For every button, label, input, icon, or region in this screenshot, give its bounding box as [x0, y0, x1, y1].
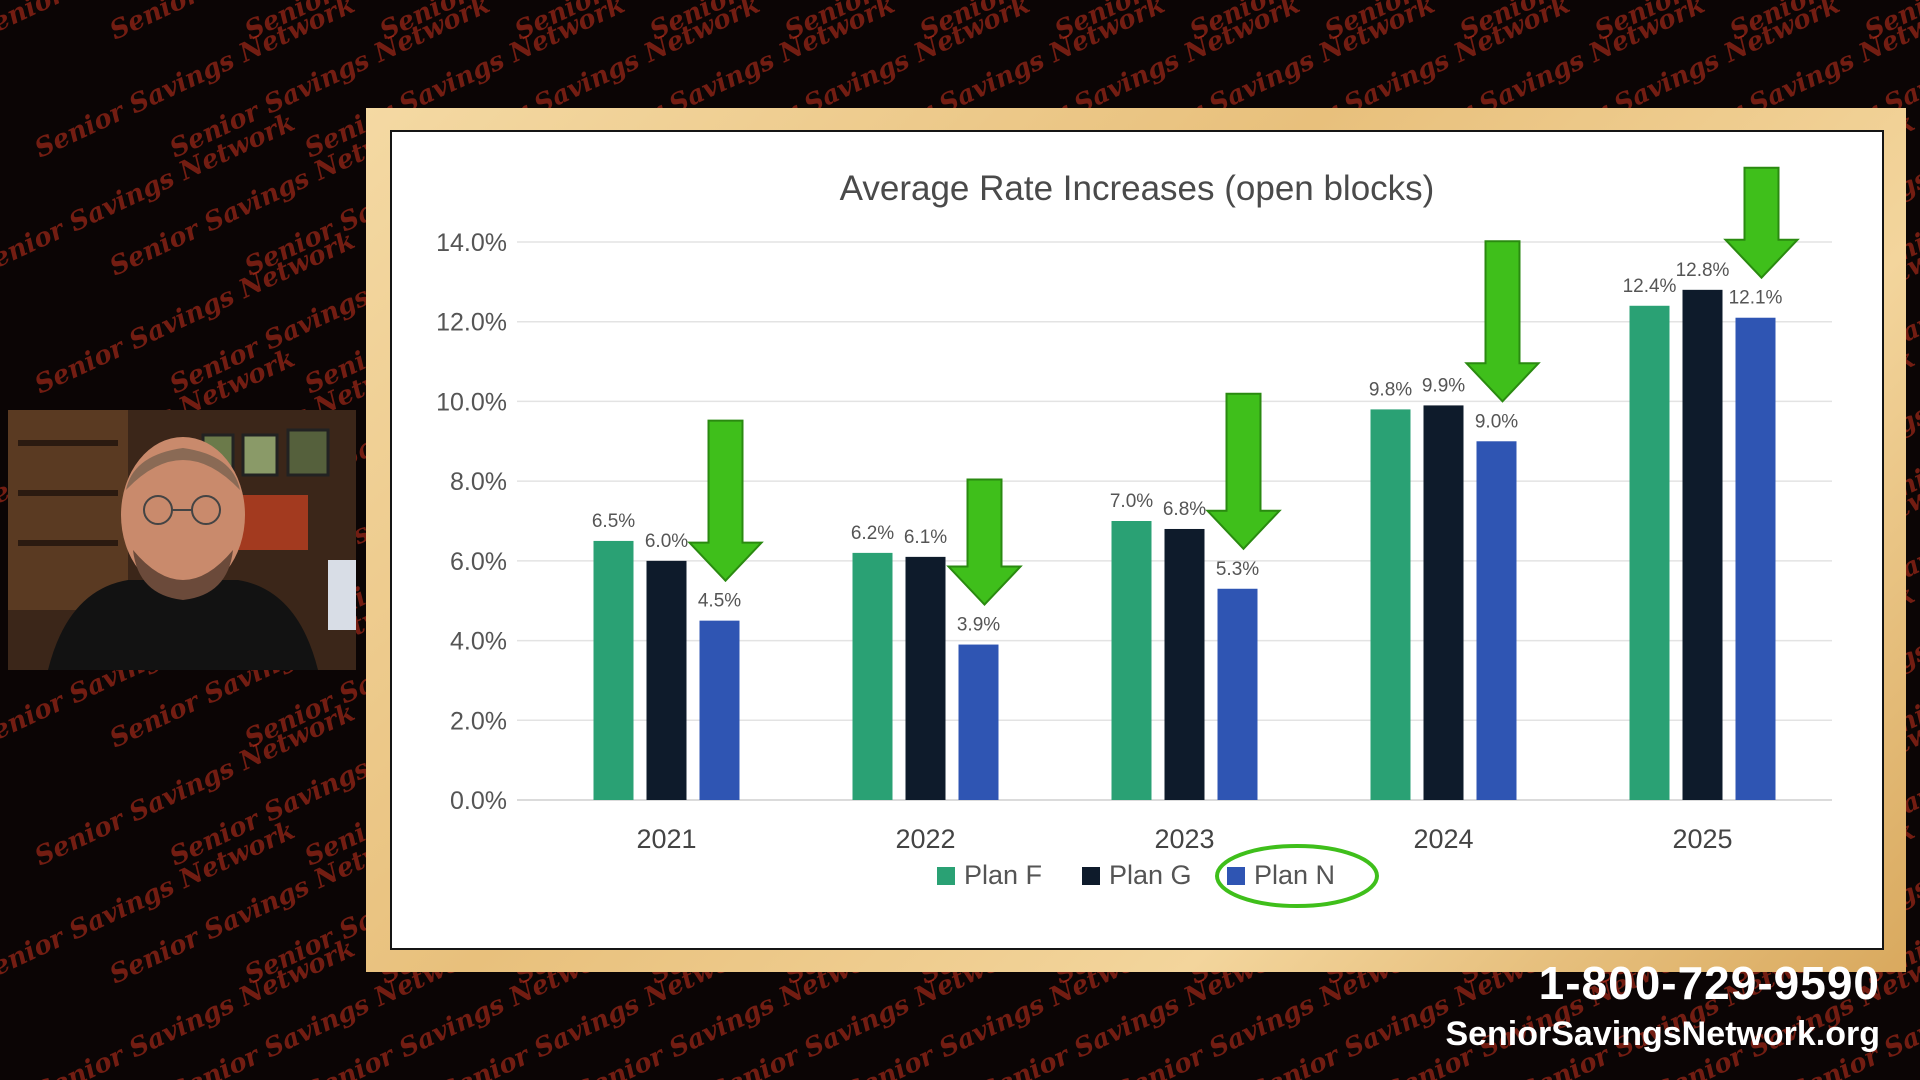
annotation-arrows — [687, 166, 1800, 607]
x-category-2024: 2024 — [1413, 824, 1473, 854]
x-category-2021: 2021 — [636, 824, 696, 854]
data-label-plan-n-2025: 12.1% — [1729, 288, 1783, 309]
bar-chart: 0.0% 2.0% 4.0% 6.0% 8.0% 10.0% 12.0% 14.0% 6.5%… — [436, 166, 1832, 908]
data-label-plan-g-2023: 6.8% — [1163, 499, 1206, 520]
down-arrow-2023 — [1205, 392, 1282, 551]
bar-plan-f-2023 — [1111, 521, 1152, 800]
data-label-plan-g-2025: 12.8% — [1676, 260, 1730, 281]
data-label-plan-n-2022: 3.9% — [957, 615, 1000, 636]
y-tick-label-0: 0.0% — [450, 787, 507, 815]
bars — [593, 289, 1776, 800]
down-arrow-2021 — [687, 419, 764, 583]
bar-plan-f-2022 — [852, 552, 893, 800]
bar-plan-f-2025 — [1629, 305, 1670, 800]
bar-plan-n-2021 — [699, 620, 740, 800]
phone-number: 1-800-729-9590 — [1538, 957, 1880, 1009]
data-label-plan-n-2021: 4.5% — [698, 591, 741, 612]
bar-plan-g-2023 — [1164, 528, 1205, 800]
data-label-plan-n-2023: 5.3% — [1216, 559, 1259, 580]
y-tick-label-5: 10.0% — [436, 388, 507, 416]
y-tick-label-4: 8.0% — [450, 468, 507, 496]
watermark-logo-135: Senior Savings Network — [30, 934, 359, 1080]
chart-title: Average Rate Increases (open blocks) — [840, 169, 1435, 208]
bar-plan-n-2024 — [1476, 441, 1517, 800]
y-tick-label-2: 4.0% — [450, 628, 507, 656]
down-arrow-2022 — [946, 478, 1023, 607]
website-url: SeniorSavingsNetwork.org — [1445, 1015, 1880, 1053]
bar-plan-g-2022 — [905, 556, 946, 800]
legend-label-plan-g: Plan G — [1109, 860, 1192, 890]
data-label-plan-f-2024: 9.8% — [1369, 379, 1412, 400]
bar-plan-g-2025 — [1682, 289, 1723, 800]
data-label-plan-g-2021: 6.0% — [645, 531, 688, 552]
y-tick-label-3: 6.0% — [450, 548, 507, 576]
y-tick-label-1: 2.0% — [450, 707, 507, 735]
bar-plan-f-2024 — [1370, 409, 1411, 800]
presenter-video — [8, 410, 356, 670]
bar-plan-n-2023 — [1217, 588, 1258, 800]
contact-overlay: 1-800-729-9590 SeniorSavingsNetwork.org — [1445, 960, 1880, 1052]
down-arrow-2024 — [1464, 240, 1541, 403]
y-tick-label-7: 14.0% — [436, 229, 507, 257]
x-category-2022: 2022 — [895, 824, 955, 854]
down-arrow-2025 — [1723, 166, 1800, 280]
data-labels: 6.5% 6.0% 4.5% 6.2% 6.1% 3.9% 7.0% 6.8% 5.3% 9.8%… — [592, 260, 1783, 636]
legend-swatch-plan-n — [1227, 867, 1245, 885]
legend-swatch-plan-g — [1082, 867, 1100, 885]
bar-plan-n-2025 — [1735, 317, 1776, 800]
webcam-video-feed — [8, 410, 356, 670]
data-label-plan-n-2024: 9.0% — [1475, 411, 1518, 432]
legend: Plan F Plan G Plan N — [937, 844, 1379, 908]
legend-highlight-circle — [1215, 844, 1379, 908]
x-axis-categories: 2021 2022 2023 2024 2025 — [636, 824, 1732, 854]
data-label-plan-f-2025: 12.4% — [1623, 276, 1677, 297]
legend-label-plan-f: Plan F — [964, 860, 1042, 890]
data-label-plan-f-2022: 6.2% — [851, 523, 894, 544]
x-category-2025: 2025 — [1672, 824, 1732, 854]
legend-label-plan-n: Plan N — [1254, 860, 1335, 890]
bar-plan-n-2022 — [958, 644, 999, 800]
data-label-plan-f-2021: 6.5% — [592, 511, 635, 532]
bar-plan-g-2021 — [646, 560, 687, 800]
y-axis-ticks: 0.0% 2.0% 4.0% 6.0% 8.0% 10.0% 12.0% 14.0% — [436, 229, 507, 815]
y-tick-label-6: 12.0% — [436, 309, 507, 337]
legend-swatch-plan-f — [937, 867, 955, 885]
bar-plan-f-2021 — [593, 540, 634, 800]
slide-frame: 0.0% 2.0% 4.0% 6.0% 8.0% 10.0% 12.0% 14.0% 6.5%… — [366, 108, 1906, 972]
bar-plan-g-2024 — [1423, 405, 1464, 800]
data-label-plan-g-2024: 9.9% — [1422, 375, 1465, 396]
data-label-plan-g-2022: 6.1% — [904, 527, 947, 548]
data-label-plan-f-2023: 7.0% — [1110, 491, 1153, 512]
x-category-2023: 2023 — [1154, 824, 1214, 854]
chart-slide: 0.0% 2.0% 4.0% 6.0% 8.0% 10.0% 12.0% 14.0% 6.5%… — [390, 130, 1884, 950]
